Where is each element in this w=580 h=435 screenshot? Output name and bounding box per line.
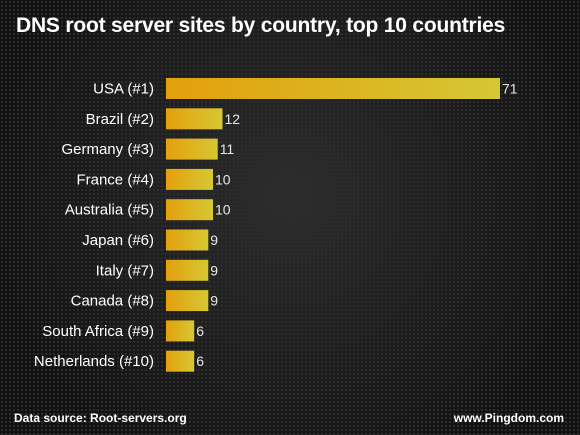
bar [166,199,213,221]
category-label: Canada (#8) [71,293,154,310]
bar [166,320,195,342]
chart-title: DNS root server sites by country, top 10… [16,14,506,37]
value-label: 9 [210,293,218,309]
category-label: Germany (#3) [61,141,154,158]
data-source-note: Data source: Root-servers.org [14,411,187,425]
category-label: Italy (#7) [96,262,154,279]
bar [166,138,218,160]
bar [166,229,209,251]
category-label: Japan (#6) [82,232,154,249]
value-label: 9 [210,232,218,248]
bar [166,259,209,281]
bar [166,168,213,190]
value-label: 10 [215,171,231,187]
bar [166,290,209,312]
value-label: 6 [196,323,204,339]
bars-group: USA (#1) 71 Brazil (#2) 12 Germany (#3) 11 Fra… [34,78,518,372]
category-label: France (#4) [76,171,154,188]
category-label: Australia (#5) [65,202,154,219]
website-credit: www.Pingdom.com [453,411,564,425]
value-label: 9 [210,262,218,278]
category-label: South Africa (#9) [42,323,154,340]
value-label: 6 [196,353,204,369]
value-label: 12 [225,111,241,127]
value-label: 11 [220,141,235,157]
category-label: Netherlands (#10) [34,353,154,370]
bar [166,350,195,372]
category-label: USA (#1) [93,81,154,98]
value-label: 71 [502,81,518,97]
bar [166,108,223,130]
value-label: 10 [215,202,231,218]
bar [166,78,500,99]
category-label: Brazil (#2) [86,111,154,128]
